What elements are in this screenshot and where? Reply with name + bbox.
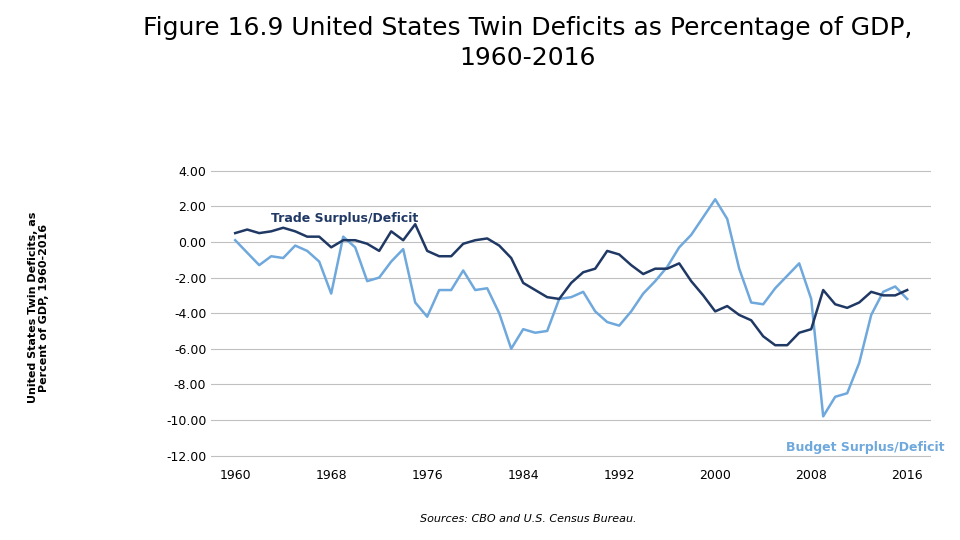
Text: Sources: CBO and U.S. Census Bureau.: Sources: CBO and U.S. Census Bureau. <box>420 514 636 524</box>
Text: Budget Surplus/Deficit: Budget Surplus/Deficit <box>786 441 945 454</box>
Text: Figure 16.9 United States Twin Deficits as Percentage of GDP,
1960-2016: Figure 16.9 United States Twin Deficits … <box>143 16 913 70</box>
Text: United States Twin Deficits, as
Percent of GDP, 1960-2016: United States Twin Deficits, as Percent … <box>28 212 49 403</box>
Text: Trade Surplus/Deficit: Trade Surplus/Deficit <box>272 212 419 225</box>
